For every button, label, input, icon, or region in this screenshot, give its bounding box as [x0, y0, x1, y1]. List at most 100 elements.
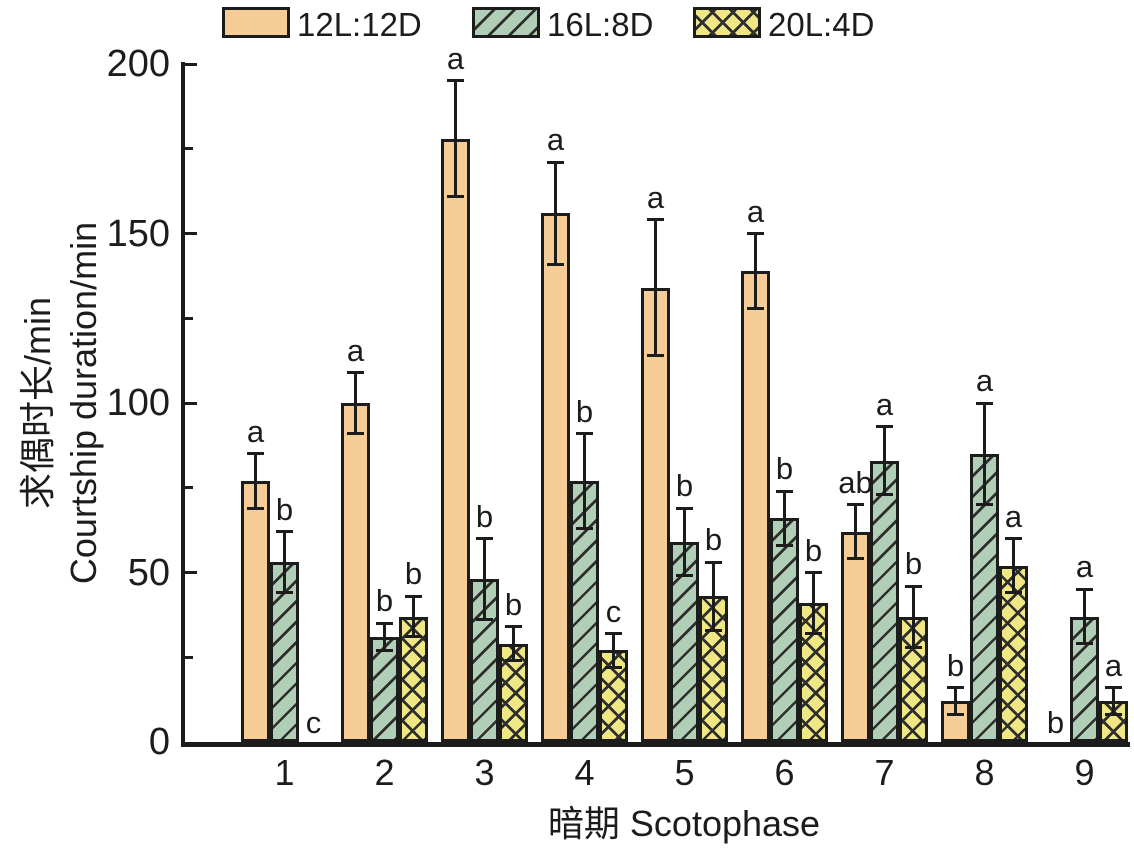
- error-bar-line: [1012, 538, 1015, 593]
- bar-20l4d-scotophase-8: [999, 565, 1028, 742]
- error-bar-line: [954, 687, 957, 715]
- error-bar-cap-bottom: [905, 645, 922, 649]
- significance-letter: a: [546, 122, 565, 158]
- significance-letter: a: [1075, 549, 1094, 585]
- error-bar-cap-top: [847, 503, 864, 507]
- legend-swatch-12l12d: [222, 7, 290, 38]
- y-minor-tick-mark: [185, 147, 193, 151]
- error-bar-line: [612, 633, 615, 668]
- significance-letter: b: [804, 532, 823, 568]
- legend-label: 16L:8D: [547, 6, 654, 43]
- significance-letter: a: [246, 413, 265, 449]
- error-bar-line: [812, 572, 815, 634]
- error-bar-cap-bottom: [576, 526, 593, 530]
- legend-label: 12L:12D: [297, 6, 422, 43]
- significance-letter: a: [746, 193, 765, 229]
- error-bar-cap-bottom: [605, 665, 622, 669]
- significance-letter: a: [346, 332, 365, 368]
- error-bar-cap-bottom: [405, 635, 422, 639]
- error-bar-line: [983, 403, 986, 505]
- y-axis-title-zh: 求偶时长/min: [17, 296, 58, 510]
- significance-letter: b: [675, 468, 694, 504]
- error-bar-cap-top: [1076, 587, 1093, 591]
- bar-16l8d-scotophase-6: [770, 518, 799, 742]
- y-minor-tick-mark: [185, 316, 193, 320]
- bar-20l4d-scotophase-7: [899, 616, 928, 742]
- x-axis-line: [181, 742, 1130, 747]
- significance-letter: b: [1046, 705, 1065, 740]
- x-tick-label: 8: [974, 752, 995, 793]
- x-tick-label: 6: [774, 752, 795, 793]
- error-bar-cap-bottom: [647, 354, 664, 358]
- error-bar-cap-bottom: [476, 618, 493, 622]
- error-bar-cap-bottom: [347, 432, 364, 435]
- error-bar-cap-top: [276, 530, 293, 534]
- significance-letter: b: [475, 498, 494, 534]
- bar-12l12d-scotophase-5: [641, 287, 670, 742]
- error-bar-cap-top: [1005, 537, 1022, 541]
- error-bar-cap-top: [1105, 686, 1122, 690]
- error-bar-cap-bottom: [376, 648, 393, 652]
- error-bar-line: [383, 623, 386, 651]
- error-bar-cap-bottom: [1105, 713, 1122, 717]
- error-bar-cap-top: [505, 625, 522, 629]
- error-bar-cap-bottom: [505, 659, 522, 663]
- y-major-tick-mark: [185, 232, 197, 235]
- x-tick-label: 3: [474, 752, 495, 793]
- error-bar-cap-top: [905, 584, 922, 588]
- error-bar-line: [512, 626, 515, 661]
- bar-12l12d-scotophase-7: [841, 531, 870, 742]
- y-major-tick-mark: [185, 401, 197, 405]
- significance-letter: b: [275, 491, 294, 527]
- error-bar-cap-bottom: [276, 591, 293, 595]
- error-bar-cap-top: [405, 594, 422, 598]
- legend-swatch-16l8d: [472, 7, 540, 38]
- significance-letter: b: [504, 586, 523, 622]
- significance-letter: b: [775, 451, 794, 487]
- significance-letter: b: [946, 647, 965, 683]
- error-bar-line: [683, 508, 686, 576]
- error-bar-cap-bottom: [547, 262, 564, 266]
- bar-16l8d-scotophase-7: [870, 460, 899, 742]
- error-bar-cap-top: [647, 218, 664, 222]
- error-bar-cap-bottom: [1005, 591, 1022, 595]
- bar-20l4d-scotophase-9: [1099, 701, 1128, 742]
- error-bar-cap-top: [976, 401, 993, 405]
- error-bar-cap-bottom: [447, 194, 464, 198]
- error-bar-cap-bottom: [947, 713, 964, 717]
- error-bar-cap-bottom: [676, 574, 693, 578]
- x-tick-label: 7: [874, 752, 895, 793]
- error-bar-line: [754, 233, 757, 309]
- x-tick-label: 4: [574, 752, 595, 793]
- y-axis-line: [181, 62, 185, 747]
- error-bar-cap-bottom: [805, 632, 822, 636]
- error-bar-cap-top: [447, 79, 464, 83]
- error-bar-line: [912, 586, 915, 648]
- y-minor-tick-mark: [185, 655, 193, 659]
- y-axis-title-en: Courtship duration/min: [63, 221, 104, 585]
- legend: 12L:12D 16L:8D 20L:4D: [0, 0, 1134, 48]
- y-tick-label: 100: [106, 382, 170, 424]
- significance-letter: a: [1004, 498, 1023, 534]
- bar-12l12d-scotophase-4: [541, 213, 570, 742]
- error-bar-cap-bottom: [705, 628, 722, 632]
- error-bar-line: [412, 596, 415, 637]
- y-major-tick-mark: [185, 62, 197, 66]
- error-bar-line: [454, 80, 457, 197]
- error-bar-line: [783, 491, 786, 546]
- significance-letter: c: [605, 593, 622, 629]
- error-bar-cap-bottom: [847, 557, 864, 561]
- x-tick-label: 5: [674, 752, 695, 793]
- significance-letter: b: [375, 583, 394, 619]
- x-tick-label: 2: [374, 752, 395, 793]
- error-bar-line: [1083, 589, 1086, 644]
- error-bar-cap-top: [876, 425, 893, 429]
- error-bar-cap-top: [676, 506, 693, 510]
- error-bar-line: [583, 433, 586, 529]
- error-bar-line: [254, 453, 257, 509]
- significance-letter: b: [404, 556, 423, 592]
- significance-letter: b: [704, 522, 723, 558]
- error-bar-cap-top: [705, 560, 722, 564]
- bar-12l12d-scotophase-2: [341, 403, 370, 742]
- x-tick-label: 1: [274, 752, 295, 793]
